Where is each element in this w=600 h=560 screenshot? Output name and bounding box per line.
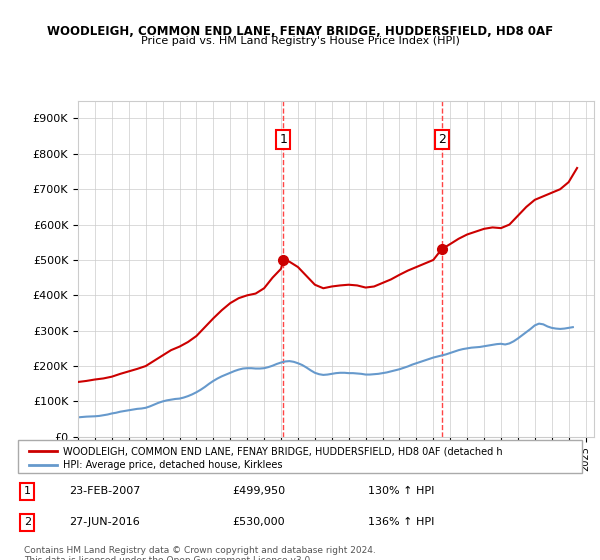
Text: 1: 1 xyxy=(280,133,287,146)
Text: 2: 2 xyxy=(23,517,31,527)
Text: 130% ↑ HPI: 130% ↑ HPI xyxy=(368,487,434,496)
Text: Price paid vs. HM Land Registry's House Price Index (HPI): Price paid vs. HM Land Registry's House … xyxy=(140,36,460,46)
Text: 27-JUN-2016: 27-JUN-2016 xyxy=(69,517,140,527)
Text: HPI: Average price, detached house, Kirklees: HPI: Average price, detached house, Kirk… xyxy=(63,460,283,470)
Text: WOODLEIGH, COMMON END LANE, FENAY BRIDGE, HUDDERSFIELD, HD8 0AF: WOODLEIGH, COMMON END LANE, FENAY BRIDGE… xyxy=(47,25,553,38)
Text: 136% ↑ HPI: 136% ↑ HPI xyxy=(368,517,434,527)
Text: £499,950: £499,950 xyxy=(232,487,286,496)
Text: 23-FEB-2007: 23-FEB-2007 xyxy=(69,487,140,496)
Text: 1: 1 xyxy=(23,487,31,496)
Text: WOODLEIGH, COMMON END LANE, FENAY BRIDGE, HUDDERSFIELD, HD8 0AF (detached h: WOODLEIGH, COMMON END LANE, FENAY BRIDGE… xyxy=(63,446,503,456)
FancyBboxPatch shape xyxy=(18,440,582,473)
Text: 2: 2 xyxy=(437,133,446,146)
Text: £530,000: £530,000 xyxy=(232,517,285,527)
Text: Contains HM Land Registry data © Crown copyright and database right 2024.
This d: Contains HM Land Registry data © Crown c… xyxy=(24,546,376,560)
